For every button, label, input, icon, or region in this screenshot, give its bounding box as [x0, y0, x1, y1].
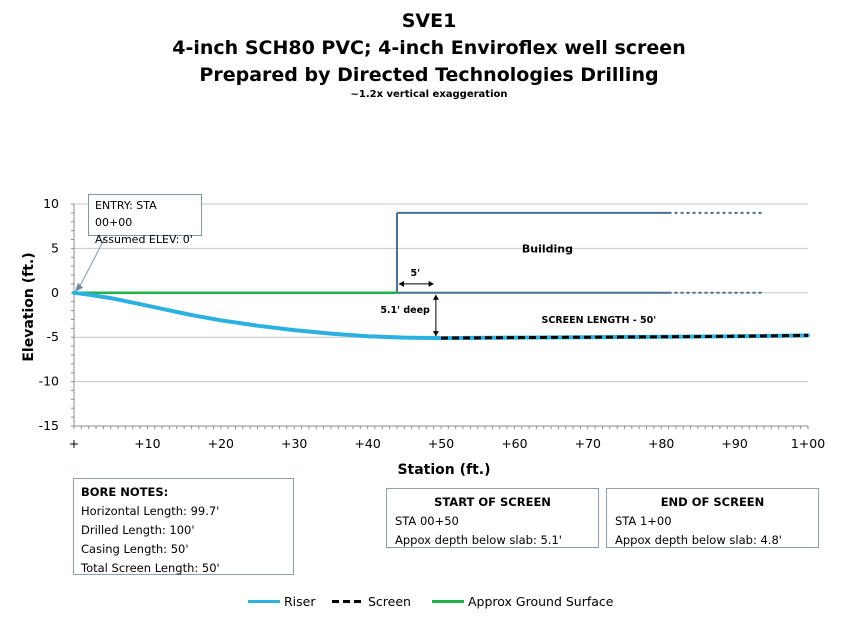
offset-arrow-head-right [428, 280, 434, 287]
x-tick-label: 1+00 [791, 436, 825, 451]
chart-legend: Riser Screen Approx Ground Surface [0, 594, 858, 614]
x-tick-label: +40 [354, 436, 380, 451]
entry-callout-arrowhead [75, 282, 83, 292]
legend-swatch-screen [332, 600, 364, 603]
bore-notes-box: BORE NOTES: Horizontal Length: 99.7' Dri… [73, 478, 294, 575]
x-axis-title: Station (ft.) [397, 462, 490, 478]
bore-note-horizontal-length: Horizontal Length: 99.7' [81, 504, 220, 518]
chart-subtitle-materials: 4-inch SCH80 PVC; 4-inch Enviroflex well… [172, 37, 686, 59]
y-tick-label: 5 [51, 240, 59, 255]
entry-callout: ENTRY: STA 00+00 Assumed ELEV: 0' [88, 194, 202, 246]
y-tick-label: -15 [39, 418, 59, 433]
depth-label: 5.1' deep [380, 305, 430, 316]
chart-title: SVE1 [401, 10, 457, 32]
start-of-screen-station: STA 00+50 [395, 514, 459, 528]
end-of-screen-title: END OF SCREEN [660, 495, 765, 509]
start-of-screen-title: START OF SCREEN [434, 495, 551, 509]
x-tick-label: +60 [501, 436, 527, 451]
entry-station: ENTRY: STA 00+00 [95, 199, 157, 229]
x-tick-label: +10 [134, 436, 160, 451]
y-tick-label: -10 [39, 374, 59, 389]
start-of-screen-box: START OF SCREEN STA 00+50 Appox depth be… [386, 488, 599, 548]
x-tick-label: +90 [721, 436, 747, 451]
building-label: Building [522, 242, 573, 255]
riser-line [72, 290, 810, 341]
chart-titles: SVE1 4-inch SCH80 PVC; 4-inch Enviroflex… [0, 8, 858, 101]
legend-swatch-riser [248, 600, 280, 603]
y-tick-label: 0 [51, 285, 59, 300]
legend-item-ground: Approx Ground Surface [432, 594, 614, 609]
y-axis-title: Elevation (ft.) [21, 252, 37, 361]
end-of-screen-station: STA 1+00 [615, 514, 672, 528]
bore-notes-title: BORE NOTES: [81, 485, 169, 499]
bore-note-casing-length: Casing Length: 50' [81, 542, 189, 556]
entry-elevation: Assumed ELEV: 0' [95, 233, 193, 246]
chart-subtitle-exaggeration: ~1.2x vertical exaggeration [350, 89, 508, 100]
x-tick-label: +80 [648, 436, 674, 451]
legend-item-riser: Riser [248, 594, 316, 609]
legend-swatch-ground [432, 600, 464, 603]
screen-line [440, 333, 809, 340]
legend-label-ground: Approx Ground Surface [468, 594, 614, 609]
x-tick-label: +30 [281, 436, 307, 451]
legend-label-screen: Screen [368, 594, 411, 609]
depth-arrow-head-bottom [432, 331, 439, 337]
offset-label: 5' [411, 268, 421, 279]
legend-label-riser: Riser [284, 594, 316, 609]
end-of-screen-box: END OF SCREEN STA 1+00 Appox depth below… [606, 488, 819, 548]
chart-subtitle-preparer: Prepared by Directed Technologies Drilli… [199, 64, 659, 86]
screen-length-label: SCREEN LENGTH - 50' [542, 315, 657, 326]
x-tick-label: + [69, 436, 79, 451]
bore-note-screen-length: Total Screen Length: 50' [81, 561, 220, 575]
y-tick-label: 10 [43, 196, 59, 211]
start-of-screen-depth: Appox depth below slab: 5.1' [395, 533, 562, 547]
end-of-screen-depth: Appox depth below slab: 4.8' [615, 533, 782, 547]
x-tick-label: +70 [575, 436, 601, 451]
depth-arrow-head-top [432, 294, 439, 300]
x-tick-label: +20 [208, 436, 234, 451]
offset-arrow-head-left [398, 280, 404, 287]
x-tick-label: +50 [428, 436, 454, 451]
legend-item-screen: Screen [332, 594, 411, 609]
bore-note-drilled-length: Drilled Length: 100' [81, 523, 195, 537]
y-tick-label: -5 [47, 329, 59, 344]
